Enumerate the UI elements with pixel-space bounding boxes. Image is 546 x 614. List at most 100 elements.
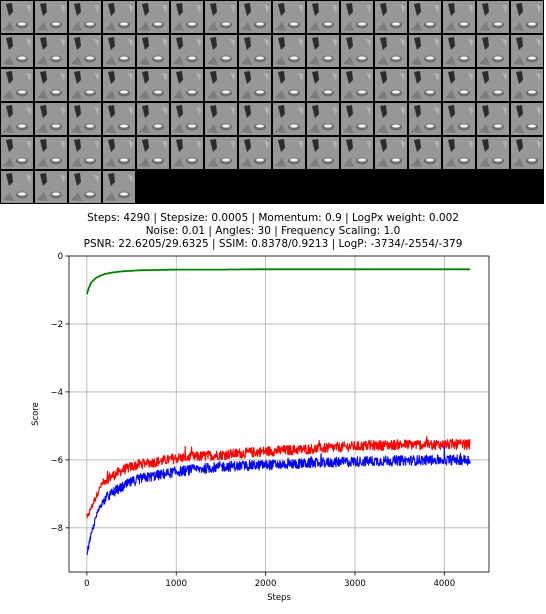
reconstruction-tile	[374, 0, 408, 34]
reconstruction-tile	[68, 136, 102, 170]
reconstruction-tile	[238, 102, 272, 136]
reconstruction-tile	[510, 0, 544, 34]
empty-tile	[170, 170, 204, 204]
series-line-1	[86, 268, 471, 295]
empty-tile	[272, 170, 306, 204]
reconstruction-tile	[408, 102, 442, 136]
y-axis-ticks: 0 −2 −4 −6 −8	[50, 252, 69, 534]
reconstruction-tile	[340, 34, 374, 68]
reconstruction-tile	[204, 102, 238, 136]
reconstruction-tile	[102, 68, 136, 102]
reconstruction-tile	[476, 136, 510, 170]
reconstruction-tile	[510, 68, 544, 102]
reconstruction-tile	[306, 68, 340, 102]
reconstruction-tile	[170, 136, 204, 170]
empty-tile	[238, 170, 272, 204]
empty-tile	[442, 170, 476, 204]
reconstruction-tile	[442, 0, 476, 34]
reconstruction-tile	[306, 136, 340, 170]
reconstruction-tile	[442, 136, 476, 170]
empty-tile	[340, 170, 374, 204]
empty-tile	[408, 170, 442, 204]
reconstruction-tile	[238, 0, 272, 34]
title-line-1: Steps: 4290 | Stepsize: 0.0005 | Momentu…	[87, 212, 459, 224]
reconstruction-tile	[68, 34, 102, 68]
reconstruction-tile	[34, 102, 68, 136]
reconstruction-tile	[476, 102, 510, 136]
reconstruction-tile	[238, 136, 272, 170]
reconstruction-tile	[170, 102, 204, 136]
series-line-2	[86, 435, 471, 519]
reconstruction-tile	[34, 68, 68, 102]
reconstruction-tile	[102, 34, 136, 68]
y-tick-label: −8	[50, 524, 63, 534]
x-tick-label: 1000	[165, 579, 187, 589]
reconstruction-tile	[408, 0, 442, 34]
reconstruction-tile	[68, 68, 102, 102]
reconstruction-tile	[102, 102, 136, 136]
reconstruction-tile	[102, 136, 136, 170]
reconstruction-tile	[510, 102, 544, 136]
reconstruction-tile	[34, 34, 68, 68]
reconstruction-tile	[0, 0, 34, 34]
reconstruction-tile	[374, 136, 408, 170]
reconstruction-tile	[136, 34, 170, 68]
y-tick-label: −4	[50, 388, 63, 398]
grid	[69, 255, 489, 572]
reconstruction-tile	[476, 68, 510, 102]
reconstruction-tile	[34, 136, 68, 170]
reconstruction-tile	[34, 170, 68, 204]
reconstruction-tile	[272, 34, 306, 68]
empty-tile	[306, 170, 340, 204]
reconstruction-tile	[408, 136, 442, 170]
reconstruction-tile	[272, 136, 306, 170]
reconstruction-tile	[408, 34, 442, 68]
plot-frame	[68, 255, 490, 573]
reconstruction-tile	[136, 102, 170, 136]
y-tick-label: −6	[50, 456, 63, 466]
reconstruction-tile	[306, 34, 340, 68]
reconstruction-tile	[238, 68, 272, 102]
reconstruction-tile	[442, 68, 476, 102]
reconstruction-tile	[0, 170, 34, 204]
empty-tile	[510, 170, 544, 204]
reconstruction-tile	[510, 136, 544, 170]
reconstruction-tile	[204, 0, 238, 34]
reconstruction-tile	[102, 170, 136, 204]
reconstruction-tile	[0, 68, 34, 102]
reconstruction-tile	[102, 0, 136, 34]
reconstruction-tile	[68, 102, 102, 136]
reconstruction-tile	[136, 136, 170, 170]
reconstruction-tile	[170, 0, 204, 34]
x-axis-label: Steps	[267, 593, 291, 603]
reconstruction-tile	[272, 68, 306, 102]
reconstruction-tile	[68, 170, 102, 204]
reconstruction-tile	[476, 0, 510, 34]
title-line-2: Noise: 0.01 | Angles: 30 | Frequency Sca…	[145, 225, 401, 237]
x-tick-label: 2000	[255, 579, 277, 589]
reconstruction-tile	[340, 102, 374, 136]
x-tick-label: 4000	[433, 579, 455, 589]
reconstruction-tile	[374, 34, 408, 68]
y-tick-label: −2	[50, 320, 63, 330]
reconstruction-tile	[204, 136, 238, 170]
reconstruction-tile	[340, 136, 374, 170]
reconstruction-tile	[340, 0, 374, 34]
reconstruction-tile	[306, 0, 340, 34]
title-line-3: PSNR: 22.6205/29.6325 | SSIM: 0.8378/0.9…	[83, 238, 463, 250]
reconstruction-tile	[136, 0, 170, 34]
reconstruction-tile	[374, 68, 408, 102]
reconstruction-tile	[238, 34, 272, 68]
empty-tile	[204, 170, 238, 204]
plot-series	[86, 268, 471, 556]
reconstruction-tile	[272, 0, 306, 34]
reconstruction-tile	[272, 102, 306, 136]
reconstruction-tile	[0, 34, 34, 68]
empty-tile	[476, 170, 510, 204]
reconstruction-tile	[170, 34, 204, 68]
reconstruction-tile	[510, 34, 544, 68]
reconstruction-tile	[170, 68, 204, 102]
x-tick-label: 0	[84, 579, 89, 589]
reconstruction-tile	[306, 102, 340, 136]
x-axis-ticks: 0 1000 2000 3000 4000	[84, 572, 455, 589]
